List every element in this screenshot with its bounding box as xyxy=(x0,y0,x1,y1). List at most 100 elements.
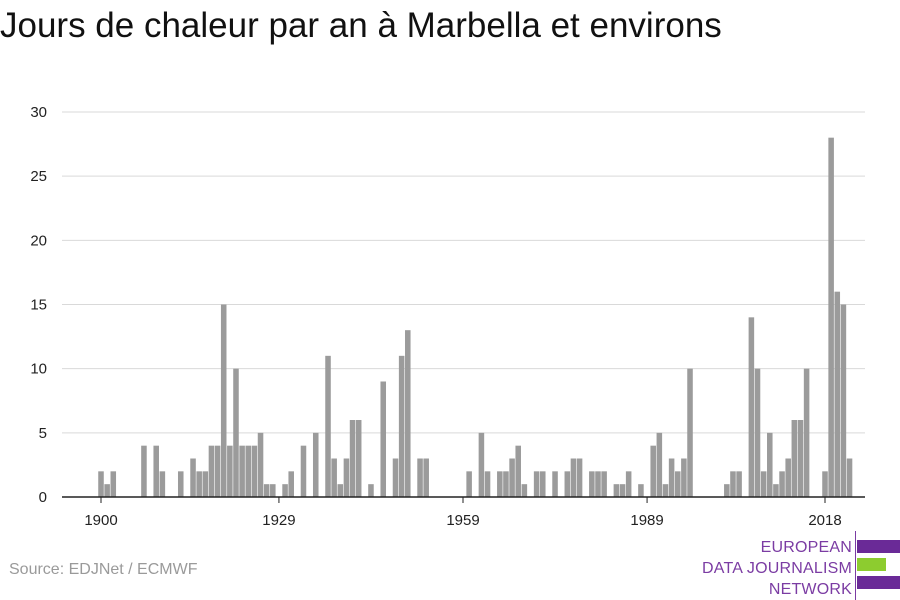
bar-1938 xyxy=(331,458,337,497)
x-tick-label-1959: 1959 xyxy=(446,512,479,529)
y-tick-label-0: 0 xyxy=(39,489,47,506)
bar-1982 xyxy=(601,471,607,497)
bar-1930 xyxy=(282,484,288,497)
bar-1944 xyxy=(368,484,374,497)
x-tick-label-1929: 1929 xyxy=(262,512,295,529)
bar-1937 xyxy=(325,355,331,497)
bar-1915 xyxy=(190,458,196,497)
bar-1977 xyxy=(570,458,577,497)
logo-line-3: NETWORK xyxy=(768,581,852,598)
bar-1931 xyxy=(288,471,294,497)
bar-2010 xyxy=(773,484,779,497)
bar-1996 xyxy=(687,368,693,497)
bars xyxy=(98,137,853,498)
bar-1916 xyxy=(196,471,202,497)
logo-text: EUROPEAN DATA JOURNALISM NETWORK xyxy=(702,537,852,600)
bar-1900 xyxy=(98,471,104,497)
bar-1968 xyxy=(515,445,521,497)
y-tick-label-20: 20 xyxy=(30,232,47,249)
bar-1948 xyxy=(392,458,399,497)
bar-1946 xyxy=(380,381,387,497)
logo-line-1: EUROPEAN xyxy=(760,539,852,556)
x-tick-label-1900: 1900 xyxy=(84,512,117,529)
chart-title: Jours de chaleur par an à Marbella et en… xyxy=(0,6,722,45)
y-tick-label-5: 5 xyxy=(39,425,47,442)
bar-1960 xyxy=(466,471,472,497)
x-tick-label-1989: 1989 xyxy=(630,512,663,529)
bar-1909 xyxy=(153,445,159,497)
bar-1963 xyxy=(484,471,491,497)
bar-1967 xyxy=(509,458,515,497)
logo-bar-middle xyxy=(857,558,886,571)
bar-1971 xyxy=(533,471,540,497)
bar-1986 xyxy=(625,471,632,497)
x-axis-ticks: 1900 1929 1959 1989 2018 xyxy=(84,497,842,529)
bar-1976 xyxy=(564,471,571,497)
bar-1939 xyxy=(337,484,344,497)
bar-1919 xyxy=(214,445,221,497)
bar-1942 xyxy=(355,420,362,497)
bar-1985 xyxy=(619,484,626,497)
bar-2007 xyxy=(754,368,761,497)
bar-1990 xyxy=(650,445,656,497)
x-tick-label-2018: 2018 xyxy=(808,512,841,529)
bar-1902 xyxy=(110,471,117,497)
bar-1952 xyxy=(417,458,423,497)
bar-1966 xyxy=(503,471,509,497)
y-tick-label-30: 30 xyxy=(30,104,47,121)
bar-1984 xyxy=(613,484,620,497)
bar-1913 xyxy=(177,471,184,497)
gridlines xyxy=(62,111,865,434)
bar-1992 xyxy=(662,484,669,497)
bar-2018 xyxy=(822,471,828,497)
bar-1922 xyxy=(233,368,239,497)
bar-1965 xyxy=(497,471,503,497)
bar-2013 xyxy=(791,420,798,497)
edjnet-logo[interactable]: EUROPEAN DATA JOURNALISM NETWORK xyxy=(700,531,900,600)
bar-1953 xyxy=(423,458,429,497)
bar-1995 xyxy=(681,458,687,497)
bar-chart: 0 5 10 15 20 25 30 1900 1929 1959 1989 2018 xyxy=(30,104,865,529)
source-note: Source: EDJNet / ECMWF xyxy=(9,561,198,578)
bar-1981 xyxy=(595,471,601,497)
bar-2014 xyxy=(797,420,804,497)
bar-1980 xyxy=(589,471,595,497)
bar-1928 xyxy=(270,484,276,497)
bar-1910 xyxy=(159,471,166,497)
bar-1978 xyxy=(576,458,583,497)
bar-1917 xyxy=(202,471,209,497)
bar-1927 xyxy=(263,484,270,497)
bar-1991 xyxy=(656,432,663,497)
bar-1950 xyxy=(405,330,411,497)
bar-1918 xyxy=(208,445,215,497)
bar-2006 xyxy=(748,317,755,497)
bar-1949 xyxy=(398,355,405,497)
logo-divider xyxy=(855,531,856,600)
bar-1935 xyxy=(312,432,319,497)
bar-1925 xyxy=(251,445,258,497)
bar-2015 xyxy=(803,368,810,497)
bar-1974 xyxy=(552,471,558,497)
bar-1923 xyxy=(239,445,245,497)
bar-2003 xyxy=(730,471,736,497)
bar-1941 xyxy=(349,420,356,497)
logo-bar-bottom xyxy=(857,576,900,589)
bar-2009 xyxy=(767,432,773,497)
bar-2019 xyxy=(828,137,834,498)
bar-1920 xyxy=(220,304,227,497)
bar-2022 xyxy=(846,458,853,497)
bar-1994 xyxy=(674,471,681,497)
bar-1921 xyxy=(227,445,233,497)
bar-2008 xyxy=(760,471,767,497)
bar-2011 xyxy=(779,471,785,497)
bar-1988 xyxy=(638,484,644,497)
bar-1972 xyxy=(539,471,546,497)
bar-2012 xyxy=(785,458,791,497)
bar-1993 xyxy=(668,458,675,497)
y-tick-label-15: 15 xyxy=(30,297,47,314)
bar-2020 xyxy=(834,291,841,497)
y-axis-ticks: 0 5 10 15 20 25 30 xyxy=(30,104,47,506)
bar-1933 xyxy=(300,445,307,497)
bar-1924 xyxy=(245,445,252,497)
bar-1962 xyxy=(478,432,485,497)
